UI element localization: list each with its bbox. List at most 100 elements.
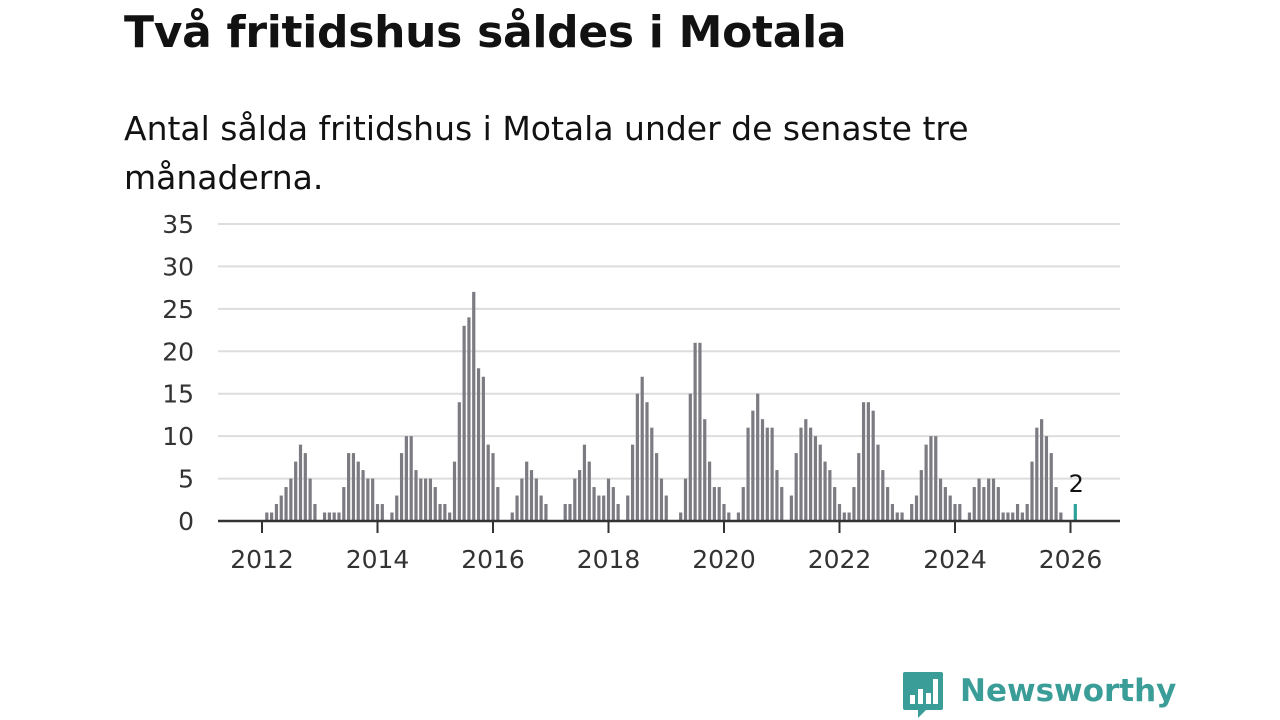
bar — [414, 470, 418, 521]
x-tick-label: 2024 — [923, 545, 987, 574]
bar — [366, 478, 370, 521]
bar — [736, 512, 741, 521]
bar — [938, 478, 943, 521]
bar — [900, 512, 904, 521]
y-tick-label: 15 — [162, 380, 194, 409]
bar — [327, 512, 331, 521]
bar — [486, 444, 490, 521]
bar — [375, 504, 380, 521]
newsworthy-logo: Newsworthy — [902, 670, 1176, 720]
bar — [520, 478, 524, 521]
bar — [597, 495, 601, 521]
bar — [491, 453, 495, 521]
bar — [1020, 512, 1024, 521]
bar — [419, 478, 423, 521]
bar — [886, 487, 890, 521]
bar — [1035, 427, 1039, 521]
bar — [457, 402, 461, 521]
bar — [529, 470, 534, 521]
bar — [635, 393, 639, 521]
bar — [568, 504, 572, 521]
bar — [804, 419, 808, 521]
bar — [347, 453, 351, 521]
bar-chart-speech-bubble-icon — [903, 672, 943, 718]
bar — [881, 470, 885, 521]
bar — [746, 427, 750, 521]
bar — [828, 470, 832, 521]
bar — [448, 512, 452, 521]
bar — [712, 487, 716, 521]
bar — [756, 393, 760, 521]
chart-title: Två fritidshus såldes i Motala — [124, 7, 847, 58]
bar — [284, 487, 288, 521]
bar — [534, 478, 538, 521]
bar — [351, 453, 356, 521]
bar — [818, 444, 822, 521]
bar — [399, 453, 404, 521]
bar — [775, 470, 779, 521]
bar — [298, 444, 303, 521]
y-tick-label: 25 — [162, 295, 194, 324]
bar — [842, 512, 846, 521]
x-tick-label: 2026 — [1039, 545, 1103, 574]
bar — [871, 410, 875, 521]
bar — [683, 478, 688, 521]
bar — [626, 495, 630, 521]
bar — [424, 478, 428, 521]
bar — [780, 487, 784, 521]
bar — [1015, 504, 1020, 521]
bar — [953, 504, 957, 521]
bars — [265, 291, 1077, 521]
bar — [722, 504, 726, 521]
bar — [602, 495, 606, 521]
bar — [895, 512, 899, 521]
x-tick-label: 2014 — [346, 545, 410, 574]
bar — [910, 504, 914, 521]
bar — [606, 478, 611, 521]
bar — [914, 495, 919, 521]
bar — [659, 478, 664, 521]
last-value-label: 2 — [1069, 470, 1084, 498]
bar — [813, 436, 818, 521]
bar — [289, 478, 293, 521]
bar — [943, 487, 947, 521]
bar — [371, 478, 375, 521]
bar — [452, 461, 457, 521]
bar — [679, 512, 683, 521]
bar — [799, 427, 803, 521]
bar — [274, 504, 279, 521]
bar — [972, 487, 976, 521]
bar — [616, 504, 620, 521]
bar — [857, 453, 861, 521]
bar — [934, 436, 938, 521]
bar — [303, 453, 307, 521]
bar — [693, 342, 697, 521]
bar — [991, 478, 996, 521]
bar — [717, 487, 721, 521]
bar — [592, 487, 596, 521]
bar — [409, 436, 413, 521]
bar — [630, 444, 635, 521]
bar — [404, 436, 408, 521]
bar — [563, 504, 567, 521]
bar — [428, 478, 433, 521]
bar — [1040, 419, 1044, 521]
bar — [890, 504, 895, 521]
bar — [380, 504, 384, 521]
bar — [703, 419, 707, 521]
bar — [472, 291, 476, 521]
gridlines — [218, 223, 1120, 480]
bar — [611, 487, 615, 521]
bar — [462, 325, 466, 521]
bar — [1044, 436, 1049, 521]
bar — [308, 478, 312, 521]
bar — [833, 487, 837, 521]
x-tick-label: 2012 — [230, 545, 294, 574]
chart-subtitle: Antal sålda fritidshus i Motala under de… — [124, 109, 969, 197]
bar — [361, 470, 365, 521]
bar — [1059, 512, 1063, 521]
bar — [1025, 504, 1029, 521]
bar — [265, 512, 269, 521]
bar — [337, 512, 341, 521]
